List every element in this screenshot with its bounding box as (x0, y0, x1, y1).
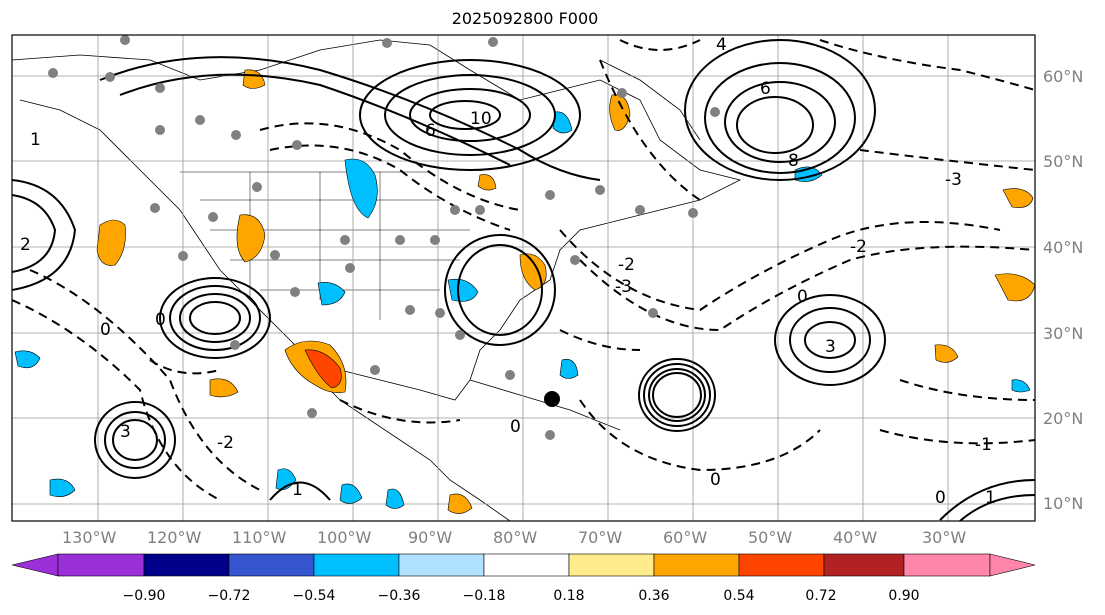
contour-label: 1 (30, 130, 41, 150)
storm-center-marker (544, 391, 560, 407)
lon-label: 50°W (748, 528, 793, 547)
lat-label: 20°N (1043, 409, 1084, 428)
colorbar-tick-label: 0.18 (553, 588, 585, 604)
lon-label: 90°W (408, 528, 453, 547)
contour-label: -3 (945, 170, 962, 190)
contour-label: 10 (470, 109, 492, 129)
lon-label: 100°W (317, 528, 372, 547)
contour-label: -1 (975, 435, 992, 455)
lat-lon-grid (12, 35, 1035, 521)
contour-label: 0 (710, 470, 721, 490)
colorbar-tick-label: 0.72 (805, 588, 837, 604)
colorbar-tick-label: −0.72 (207, 588, 251, 604)
contour-label: -2 (217, 433, 234, 453)
contour-label: -2 (618, 255, 635, 275)
contour-label: -2 (850, 237, 867, 257)
contour-label: 1 (985, 488, 996, 508)
contour-label: 3 (120, 422, 131, 442)
dashed-contours (12, 39, 1035, 501)
station-markers (48, 35, 720, 440)
lat-label: 40°N (1043, 238, 1084, 257)
contour-label: 3 (825, 337, 836, 357)
colorbar-tick-label: −0.54 (292, 588, 336, 604)
lon-label: 40°W (833, 528, 878, 547)
colorbar-tick-label: −0.18 (462, 588, 506, 604)
colorbar-tick-label: 0.90 (888, 588, 920, 604)
contour-label: 2 (20, 235, 31, 255)
shaded-anomaly-patches (14, 69, 1035, 514)
contour-label: -3 (615, 277, 632, 297)
contour-label: 6 (425, 121, 436, 141)
solid-contours (12, 39, 1035, 521)
lon-label: 130°W (62, 528, 117, 547)
lat-label: 50°N (1043, 152, 1084, 171)
colorbar-tick-label: 0.36 (638, 588, 670, 604)
colorbar-tick-label: −0.36 (377, 588, 421, 604)
lat-label: 10°N (1043, 494, 1084, 513)
lon-label: 110°W (232, 528, 287, 547)
lat-label: 30°N (1043, 324, 1084, 343)
contour-label: 1 (292, 480, 303, 500)
map-title: 2025092800 F000 (451, 9, 599, 28)
contour-label: 0 (797, 287, 808, 307)
contour-label: 4 (716, 35, 727, 55)
colorbar-tick-label: 0.54 (723, 588, 755, 604)
lon-label: 80°W (493, 528, 538, 547)
lon-label: 120°W (147, 528, 202, 547)
lon-label: 70°W (578, 528, 623, 547)
lon-label: 30°W (922, 528, 967, 547)
contour-label: 0 (935, 488, 946, 508)
contour-label: 0 (100, 320, 111, 340)
contour-label: 6 (760, 79, 771, 99)
lat-label: 60°N (1043, 67, 1084, 86)
colorbar (11, 553, 1036, 577)
colorbar-tick-label: −0.90 (122, 588, 166, 604)
contour-label: 0 (155, 310, 166, 330)
contour-label: 0 (510, 417, 521, 437)
lon-label: 60°W (663, 528, 708, 547)
map-frame (11, 34, 1036, 522)
contour-label: 8 (788, 151, 799, 171)
